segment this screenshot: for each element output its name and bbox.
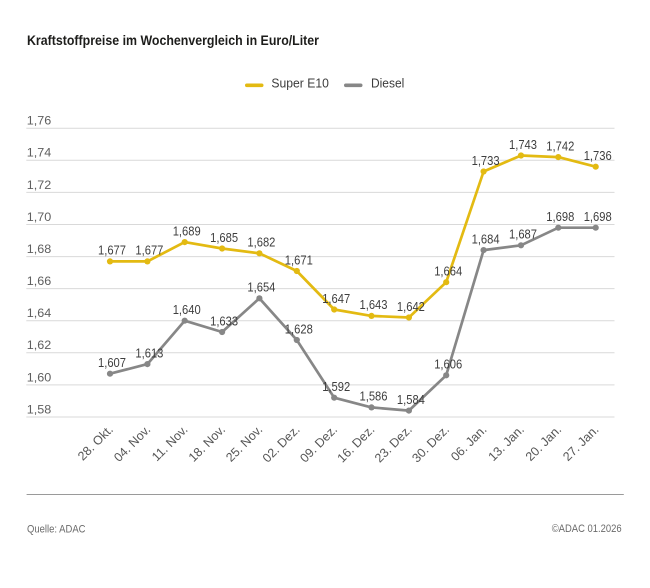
svg-text:1,60: 1,60 <box>27 370 52 384</box>
svg-text:18. Nov.: 18. Nov. <box>186 423 228 465</box>
svg-text:1,76: 1,76 <box>27 114 52 128</box>
svg-text:1,647: 1,647 <box>322 292 350 306</box>
svg-text:1,698: 1,698 <box>546 210 574 224</box>
svg-text:1,677: 1,677 <box>135 244 163 258</box>
svg-text:1,682: 1,682 <box>247 236 275 250</box>
svg-text:09. Dez.: 09. Dez. <box>297 423 340 466</box>
svg-text:1,584: 1,584 <box>397 393 425 407</box>
svg-text:1,654: 1,654 <box>247 281 275 295</box>
svg-text:1,70: 1,70 <box>27 210 52 224</box>
svg-text:1,664: 1,664 <box>434 265 462 279</box>
svg-text:1,677: 1,677 <box>98 244 126 258</box>
svg-text:20. Jan.: 20. Jan. <box>523 423 564 464</box>
svg-text:1,613: 1,613 <box>135 346 163 360</box>
svg-text:1,64: 1,64 <box>27 306 52 320</box>
svg-text:11. Nov.: 11. Nov. <box>149 423 191 465</box>
svg-text:Super E10: Super E10 <box>271 77 329 91</box>
svg-text:1,685: 1,685 <box>210 231 238 245</box>
svg-text:1,592: 1,592 <box>322 380 350 394</box>
svg-text:1,74: 1,74 <box>27 146 52 160</box>
svg-text:06. Jan.: 06. Jan. <box>448 423 489 464</box>
svg-text:Diesel: Diesel <box>371 77 404 91</box>
svg-text:1,58: 1,58 <box>27 402 52 416</box>
svg-text:1,68: 1,68 <box>27 242 52 256</box>
svg-text:02. Dez.: 02. Dez. <box>260 423 303 466</box>
svg-text:1,607: 1,607 <box>98 356 126 370</box>
svg-text:1,742: 1,742 <box>546 139 574 153</box>
svg-text:1,687: 1,687 <box>509 228 537 242</box>
svg-text:1,642: 1,642 <box>397 300 425 314</box>
svg-text:27. Jan.: 27. Jan. <box>560 423 601 464</box>
svg-text:1,684: 1,684 <box>472 232 500 246</box>
svg-text:23. Dez.: 23. Dez. <box>372 423 415 466</box>
svg-text:28. Okt.: 28. Okt. <box>75 423 116 464</box>
svg-text:1,586: 1,586 <box>360 390 388 404</box>
svg-text:1,72: 1,72 <box>27 178 52 192</box>
svg-text:1,671: 1,671 <box>285 253 313 267</box>
svg-text:1,643: 1,643 <box>360 298 388 312</box>
svg-text:1,633: 1,633 <box>210 314 238 328</box>
svg-text:1,62: 1,62 <box>27 338 52 352</box>
svg-text:1,606: 1,606 <box>434 358 462 372</box>
svg-text:1,689: 1,689 <box>173 224 201 238</box>
svg-text:04. Nov.: 04. Nov. <box>111 423 153 465</box>
svg-text:Quelle: ADAC: Quelle: ADAC <box>27 524 86 536</box>
svg-text:16. Dez.: 16. Dez. <box>335 423 378 466</box>
svg-text:25. Nov.: 25. Nov. <box>223 423 265 465</box>
svg-text:30. Dez.: 30. Dez. <box>409 423 452 466</box>
svg-text:1,698: 1,698 <box>584 210 612 224</box>
svg-text:1,640: 1,640 <box>173 303 201 317</box>
svg-text:1,628: 1,628 <box>285 322 313 336</box>
svg-text:1,743: 1,743 <box>509 138 537 152</box>
svg-text:1,66: 1,66 <box>27 274 52 288</box>
svg-text:1,733: 1,733 <box>472 154 500 168</box>
svg-text:1,736: 1,736 <box>584 149 612 163</box>
svg-text:Kraftstoffpreise im Wochenverg: Kraftstoffpreise im Wochenvergleich in E… <box>27 33 320 48</box>
svg-text:13. Jan.: 13. Jan. <box>486 423 527 464</box>
svg-text:©ADAC 01.2026: ©ADAC 01.2026 <box>552 523 622 535</box>
